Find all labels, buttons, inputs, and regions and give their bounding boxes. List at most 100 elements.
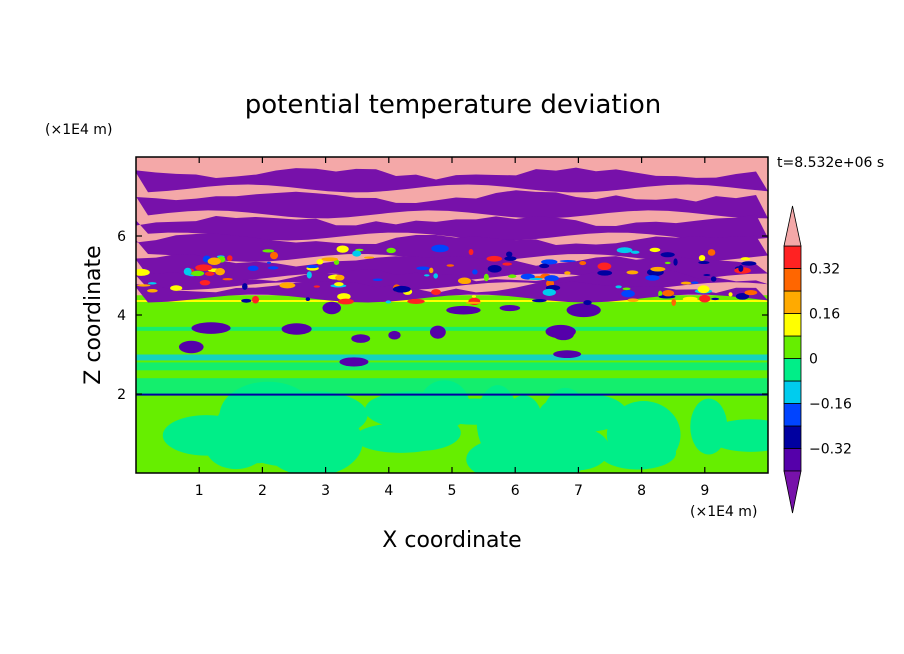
x-tick-label: 3 [321,483,330,499]
field-blob [660,252,675,258]
field-blob [735,292,750,300]
field-blob [506,251,513,258]
x-tick-label: 7 [574,483,583,499]
field-line [136,299,768,302]
field-blob [699,294,711,303]
field-blob [195,264,213,272]
y-tick-label: 4 [117,308,126,324]
colorbar-segment [783,335,802,359]
colorbar-tick-label: −0.32 [809,442,852,458]
field-blob [707,249,716,256]
field-blob [333,259,340,265]
field-blob [744,290,758,296]
field-blob [336,245,349,253]
field-blob [372,278,383,281]
time-label: t=8.532e+06 s [777,155,884,171]
x-unit-label: (×1E4 m) [690,504,757,520]
field-blob [321,257,339,262]
field-blob [363,256,375,259]
field-blob [322,301,342,315]
x-tick-label: 6 [511,483,520,499]
field-blob [388,330,401,340]
x-tick-label: 5 [448,483,457,499]
x-tick-label: 9 [700,483,709,499]
field-blob [508,274,517,279]
y-tick-label: 6 [117,229,126,245]
field-blob [606,401,681,469]
x-axis-label: X coordinate [382,528,521,553]
field-blob [529,277,543,281]
field-blob [262,249,275,253]
field-blob [564,271,571,275]
field-blob [386,247,396,254]
field-blob [222,278,233,281]
field-blob [279,282,296,289]
field-blob [429,325,446,339]
field-blob [615,285,622,289]
field-blob [630,250,640,254]
field-blob [281,323,312,335]
field-blob [703,274,711,277]
field-blob [367,394,434,417]
field-blob [446,264,455,267]
field-blob [431,289,441,296]
field-blob [738,265,744,272]
field-blob [698,261,710,265]
field-blob [645,275,660,281]
field-blob [147,289,158,293]
field-blob [502,262,513,266]
field-blob [728,292,733,297]
field-blob [207,257,221,265]
field-blob [658,290,663,298]
colorbar-over-triangle [783,205,802,247]
field-blob [483,273,489,282]
field-blob [499,410,593,470]
field-band [136,378,768,394]
field-blob [711,297,720,301]
colorbar-segment [783,425,802,449]
field-blob [664,261,671,265]
field-line [136,393,768,396]
field-blob [339,357,369,367]
field-blob [247,265,259,271]
field-blob [191,322,231,334]
field-blob [650,266,666,272]
field-blob [416,266,430,271]
field-blob [178,340,204,354]
field-blob [465,301,482,304]
colorbar-tick-label: 0.16 [809,307,840,323]
field-band [136,354,768,361]
field-blob [468,297,481,306]
field-blob [597,270,613,276]
colorbar-segment [783,268,802,292]
y-axis-label: Z coordinate [81,245,106,384]
field-blob [270,251,279,260]
field-blob [446,305,481,315]
field-blob [337,293,351,301]
field-blob [136,268,150,276]
field-blob [476,385,519,458]
field-band [136,190,768,219]
x-tick-label: 4 [384,483,393,499]
field-blob [335,274,345,281]
colorbar-segment [783,245,802,269]
field-blob [691,281,699,284]
field-blob [407,298,425,304]
field-blob [385,300,392,304]
field-blob [204,271,215,276]
field-blob [431,244,449,253]
colorbar-tick-label: 0 [809,352,818,368]
field-blob [710,276,717,282]
field-blob [305,297,311,302]
field-blob [559,260,577,263]
field-blob [740,257,751,261]
field-blob [662,290,675,297]
colorbar-segment [783,448,802,472]
field-blob [499,305,521,312]
colorbar-tick-label: −0.16 [809,397,852,413]
field-blob [424,274,430,277]
colorbar-tick-label: 0.32 [809,262,840,278]
field-blob [487,265,502,273]
field-blob [741,261,757,266]
field-blob [313,285,320,288]
